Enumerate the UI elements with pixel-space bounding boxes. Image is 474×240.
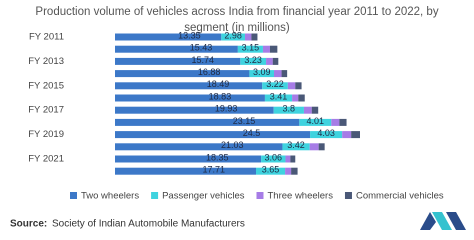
- data-label: 4.01: [307, 116, 325, 126]
- bar-segment: [221, 33, 246, 41]
- bar-segment: [251, 33, 258, 41]
- data-label: 2.98: [224, 30, 242, 40]
- source: Society of Indian Automobile Manufacture…: [52, 219, 245, 230]
- bar-segment: [351, 131, 360, 139]
- legend-swatch: [256, 192, 264, 199]
- bar-segment: [281, 70, 288, 78]
- data-label: 19.93: [215, 104, 238, 114]
- bar-segment: [342, 131, 352, 139]
- bar-segment: [311, 106, 319, 114]
- source-label: Source:: [10, 219, 47, 230]
- chart-subtitle: segment (in millions): [184, 22, 290, 34]
- bar-segment: [245, 33, 252, 41]
- y-tick-label: FY 2011: [29, 32, 64, 43]
- bar-segment: [273, 106, 304, 114]
- legend-label: Three wheelers: [267, 191, 333, 202]
- bar-segment: [269, 45, 278, 53]
- y-tick-label: FY 2019: [28, 129, 64, 140]
- bar-segment: [264, 94, 293, 102]
- data-label: 4.03: [317, 128, 335, 138]
- bar-segment: [290, 155, 296, 163]
- legend-label: Passenger vehicles: [162, 191, 245, 202]
- bar-segment: [339, 118, 347, 126]
- data-label: 16.88: [198, 67, 221, 77]
- bar-segment: [261, 155, 286, 163]
- bar-segment: [292, 94, 299, 102]
- bar-segment: [287, 82, 296, 90]
- data-label: 3.23: [244, 55, 262, 65]
- bar-segment: [115, 167, 257, 175]
- data-label: 3.15: [242, 43, 260, 53]
- data-label: 18.49: [207, 79, 230, 89]
- bar-segment: [237, 45, 263, 53]
- data-label: 3.09: [253, 67, 271, 77]
- bar-segment: [262, 82, 288, 90]
- bar-segment: [282, 143, 310, 151]
- bar-segment: [291, 167, 298, 175]
- data-label: 3.06: [265, 152, 283, 162]
- bar-segment: [331, 118, 340, 126]
- bar-segment: [115, 143, 283, 151]
- legend-swatch: [151, 192, 159, 199]
- data-label: 21.03: [221, 140, 244, 150]
- bar-segment: [318, 143, 325, 151]
- bar-segment: [115, 57, 241, 65]
- bar-segment: [115, 94, 265, 102]
- bar-segment: [303, 106, 312, 114]
- bar-segment: [310, 131, 343, 139]
- data-label: 3.42: [287, 140, 305, 150]
- y-tick-label: FY 2017: [28, 105, 64, 116]
- bar-segment: [115, 118, 300, 126]
- bar-segment: [298, 94, 305, 102]
- data-label: 15.74: [191, 55, 214, 65]
- bar-segment: [295, 82, 302, 90]
- data-label: 13.35: [178, 30, 201, 40]
- bar-segment: [299, 118, 332, 126]
- data-label: 17.71: [202, 165, 225, 175]
- legend-label: Commercial vehicles: [356, 191, 444, 202]
- legend-label: Two wheelers: [81, 191, 139, 202]
- bar-segment: [249, 70, 275, 78]
- bar-segment: [274, 70, 282, 78]
- chart-title: Production volume of vehicles across Ind…: [35, 6, 438, 18]
- data-label: 18.35: [206, 152, 229, 162]
- bar-segment: [115, 131, 311, 139]
- data-label: 24.5: [243, 128, 261, 138]
- bar-segment: [266, 57, 273, 65]
- bar-segment: [256, 167, 286, 175]
- legend-swatch: [344, 192, 352, 199]
- data-label: 3.8: [283, 104, 296, 114]
- bar-segment: [240, 57, 267, 65]
- data-label: 18.83: [209, 91, 232, 101]
- bar-segment: [285, 167, 292, 175]
- data-label: 3.22: [266, 79, 284, 89]
- data-label: 3.65: [262, 165, 280, 175]
- y-tick-label: FY 2015: [28, 80, 64, 91]
- bar-segment: [115, 155, 262, 163]
- y-tick-label: FY 2013: [28, 56, 64, 67]
- bar-segment: [115, 45, 238, 53]
- legend-swatch: [70, 192, 77, 199]
- bar-segment: [272, 57, 279, 65]
- bar-segment: [262, 45, 270, 53]
- data-label: 15.43: [190, 43, 213, 53]
- data-label: 3.41: [270, 91, 288, 101]
- logo: [420, 212, 466, 230]
- bar-segment: [115, 82, 263, 90]
- bar-segment: [285, 155, 291, 163]
- bar-segment: [115, 106, 274, 114]
- bar-segment: [115, 33, 222, 41]
- bar-segment: [309, 143, 319, 151]
- y-tick-label: FY 2021: [28, 154, 64, 165]
- data-label: 23.15: [233, 116, 256, 126]
- bar-segment: [115, 70, 250, 78]
